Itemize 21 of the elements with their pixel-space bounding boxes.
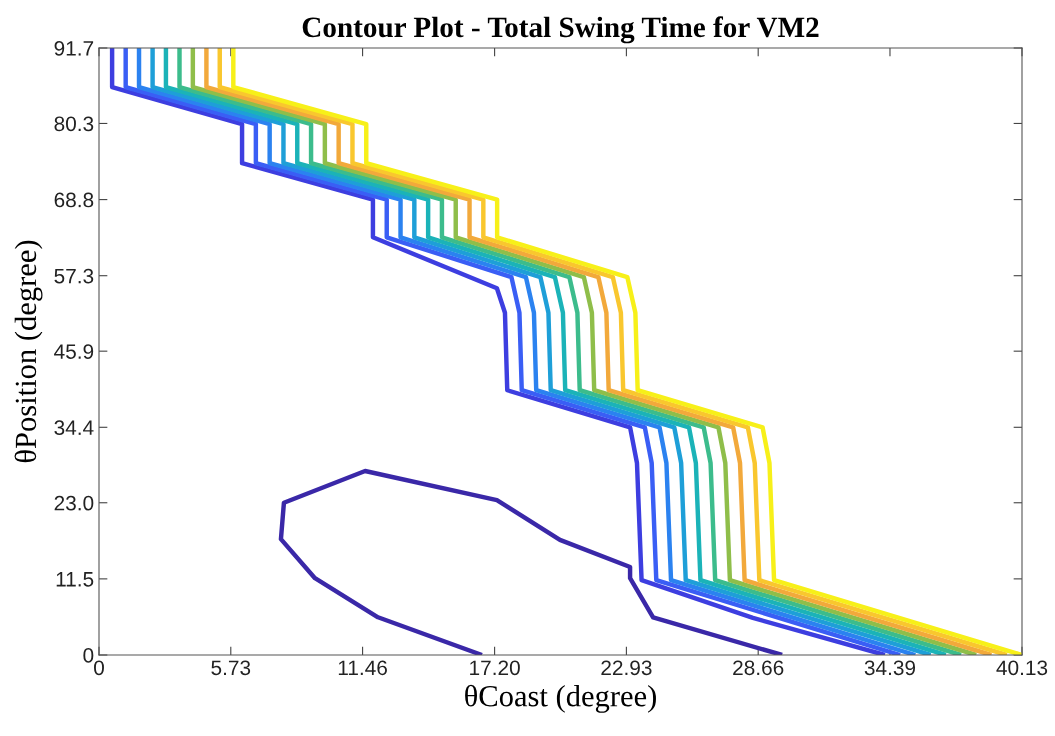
x-axis-title: θCoast (degree)	[465, 684, 656, 713]
y-tick-label: 0	[83, 648, 94, 663]
x-tick-label: 17.20	[470, 660, 520, 676]
y-tick-label: 57.3	[54, 268, 94, 284]
y-axis-title: θPosition (degree)	[14, 240, 43, 463]
chart-title: Contour Plot - Total Swing Time for VM2	[302, 16, 819, 44]
y-tick-label: 45.9	[54, 344, 94, 359]
x-tick-label: 11.46	[338, 660, 387, 676]
y-tick-label: 34.4	[54, 420, 94, 436]
x-tick-label: 5.73	[211, 660, 251, 676]
y-tick-label: 91.7	[54, 41, 94, 56]
x-tick-label: 34.39	[864, 660, 916, 676]
y-tick-label: 80.3	[54, 116, 94, 132]
x-tick-label: 40.13	[996, 660, 1048, 676]
y-tick-label: 11.5	[56, 572, 94, 587]
x-tick-label: 0	[94, 660, 104, 676]
line-series	[278, 468, 785, 655]
y-tick-label: 68.8	[54, 192, 94, 208]
x-tick-label: 22.93	[601, 660, 652, 676]
y-tick-label: 23.0	[54, 495, 94, 511]
x-tick-label: 28.66	[733, 660, 784, 676]
